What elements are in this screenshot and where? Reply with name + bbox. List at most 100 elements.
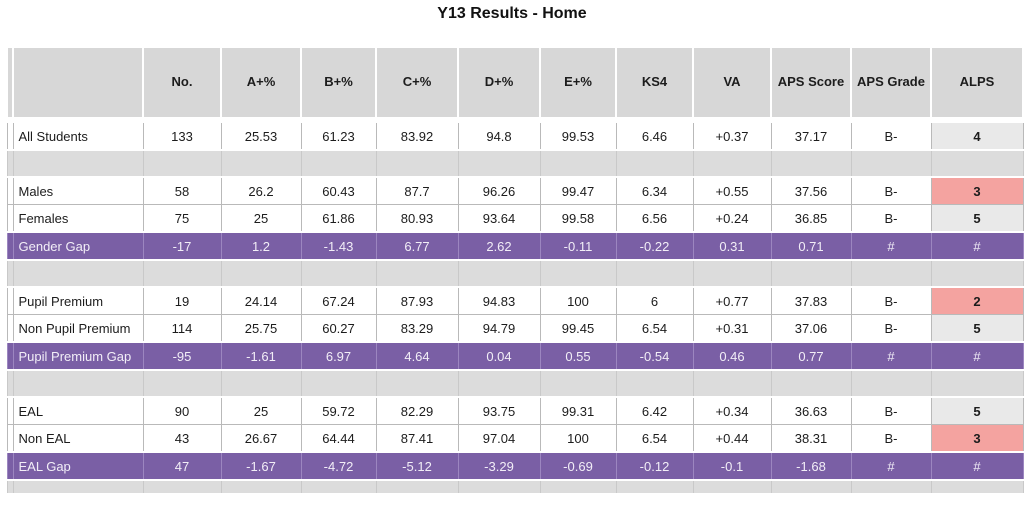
table-cell: 6 — [615, 286, 694, 315]
spacer-cell — [615, 149, 694, 178]
row-label: Pupil Premium — [12, 286, 144, 315]
table-cell: # — [850, 231, 932, 261]
spacer-cell — [770, 479, 852, 493]
table-cell: +0.55 — [692, 176, 772, 205]
table-cell: 6.54 — [615, 314, 694, 343]
table-cell: 67.24 — [300, 286, 377, 315]
spacer-row — [6, 369, 1024, 398]
spacer-cell — [615, 259, 694, 288]
table-cell: -0.69 — [539, 451, 617, 481]
row-label: Females — [12, 204, 144, 233]
spacer-cell — [692, 369, 772, 398]
header-row: No. A+% B+% C+% D+% E+% KS4 VA APS Score APS Grad… — [6, 47, 1024, 123]
table-cell: 26.67 — [220, 424, 302, 453]
spacer-row — [6, 259, 1024, 288]
table-cell: 4 — [930, 119, 1024, 151]
table-cell: 37.06 — [770, 314, 852, 343]
table-cell: 0.04 — [457, 341, 541, 371]
table-cell: 47 — [142, 451, 222, 481]
table-cell: 0.77 — [770, 341, 852, 371]
table-cell: -0.11 — [539, 231, 617, 261]
table-cell: 6.54 — [615, 424, 694, 453]
spacer-cell — [457, 369, 541, 398]
table-cell: 80.93 — [375, 204, 459, 233]
table-cell: -3.29 — [457, 451, 541, 481]
table-cell: 37.56 — [770, 176, 852, 205]
table-cell: B- — [850, 314, 932, 343]
table-cell: 5 — [930, 314, 1024, 343]
table-cell: # — [930, 231, 1024, 261]
table-cell: 99.47 — [539, 176, 617, 205]
spacer-cell — [457, 259, 541, 288]
table-cell: 94.8 — [457, 119, 541, 151]
spacer-cell — [615, 479, 694, 493]
spacer-row — [6, 479, 1024, 493]
col-header-aps-score: APS Score — [770, 47, 852, 123]
spacer-cell — [539, 259, 617, 288]
table-cell: 97.04 — [457, 424, 541, 453]
spacer-cell — [770, 259, 852, 288]
table-cell: 36.63 — [770, 396, 852, 425]
table-cell: # — [850, 451, 932, 481]
table-cell: 94.79 — [457, 314, 541, 343]
spacer-cell — [930, 149, 1024, 178]
table-cell: 3 — [930, 176, 1024, 205]
table-cell: B- — [850, 396, 932, 425]
table-cell: 0.46 — [692, 341, 772, 371]
table-cell: 2 — [930, 286, 1024, 315]
table-cell: 99.31 — [539, 396, 617, 425]
table-cell: B- — [850, 424, 932, 453]
table-cell: 25 — [220, 204, 302, 233]
table-cell: 25.75 — [220, 314, 302, 343]
spacer-cell — [539, 479, 617, 493]
table-cell: # — [930, 451, 1024, 481]
spacer-cell — [375, 149, 459, 178]
table-cell: 3 — [930, 424, 1024, 453]
spacer-cell — [142, 149, 222, 178]
table-cell: B- — [850, 204, 932, 233]
spacer-cell — [12, 369, 144, 398]
table-cell: B- — [850, 119, 932, 151]
col-header-aps-grade: APS Grade — [850, 47, 932, 123]
table-cell: 0.71 — [770, 231, 852, 261]
spacer-cell — [220, 369, 302, 398]
table-cell: +0.34 — [692, 396, 772, 425]
table-cell: B- — [850, 176, 932, 205]
header-row-label-spacer — [12, 47, 144, 123]
table-row-eal: EAL 90 25 59.72 82.29 93.75 99.31 6.42 +0.34 36.6… — [6, 396, 1024, 425]
table-cell: 0.55 — [539, 341, 617, 371]
spacer-cell — [375, 369, 459, 398]
table-cell: 75 — [142, 204, 222, 233]
col-header-b-: B+% — [300, 47, 377, 123]
table-row-all-students: All Students 133 25.53 61.23 83.92 94.8 99.53 6… — [6, 119, 1024, 151]
table-cell: 19 — [142, 286, 222, 315]
table-cell: # — [850, 341, 932, 371]
table-cell: -1.68 — [770, 451, 852, 481]
table-cell: +0.31 — [692, 314, 772, 343]
spacer-cell — [692, 479, 772, 493]
spacer-cell — [375, 259, 459, 288]
spacer-cell — [300, 369, 377, 398]
table-cell: B- — [850, 286, 932, 315]
table-row-pupil-premium: Pupil Premium 19 24.14 67.24 87.93 94.83 100 6 +… — [6, 286, 1024, 315]
table-cell: 114 — [142, 314, 222, 343]
spacer-cell — [930, 369, 1024, 398]
table-cell: 60.27 — [300, 314, 377, 343]
spacer-cell — [457, 149, 541, 178]
table-cell: 25 — [220, 396, 302, 425]
spacer-cell — [850, 149, 932, 178]
table-cell: 87.93 — [375, 286, 459, 315]
table-cell: 6.56 — [615, 204, 694, 233]
table-cell: 64.44 — [300, 424, 377, 453]
spacer-cell — [220, 479, 302, 493]
spacer-cell — [220, 149, 302, 178]
table-row-non-pupil-premium: Non Pupil Premium 114 25.75 60.27 83.29 94.79… — [6, 314, 1024, 343]
spacer-cell — [300, 259, 377, 288]
table-cell: 83.92 — [375, 119, 459, 151]
table-cell: 93.64 — [457, 204, 541, 233]
table-cell: 83.29 — [375, 314, 459, 343]
spacer-cell — [850, 479, 932, 493]
col-header-no-: No. — [142, 47, 222, 123]
page-title: Y13 Results - Home — [437, 5, 587, 22]
